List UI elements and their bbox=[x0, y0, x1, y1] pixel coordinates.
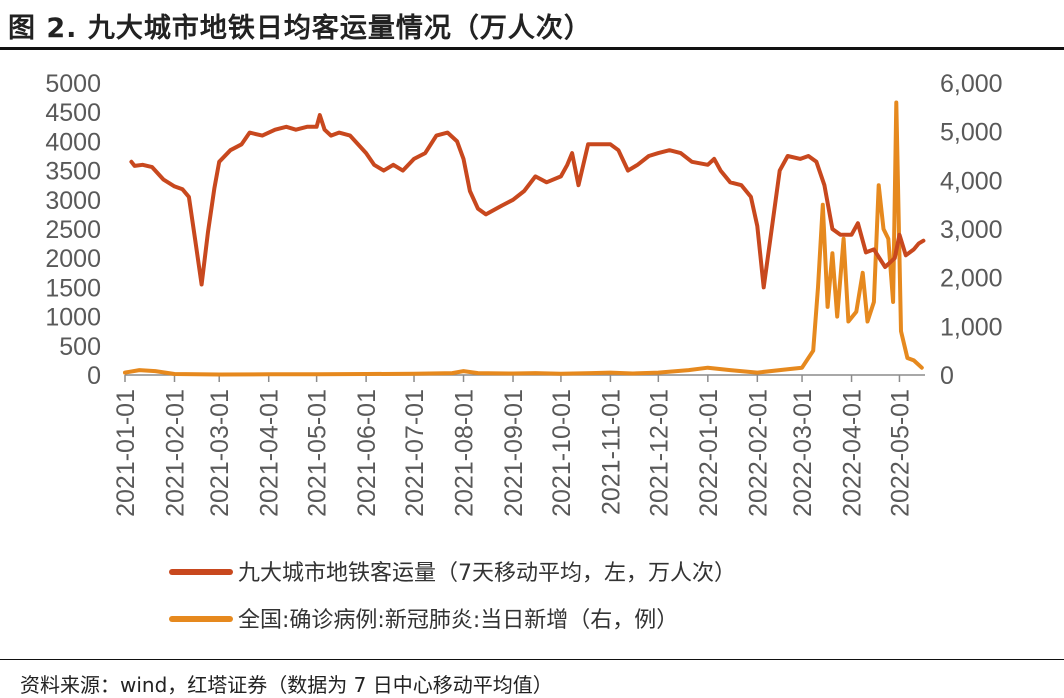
chart-legend: 九大城市地铁客运量（7天移动平均，左，万人次） 全国:确诊病例:新冠肺炎:当日新增… bbox=[169, 561, 736, 633]
y-right-tick-label: 0 bbox=[940, 362, 954, 390]
x-tick-label: 2021-09-01 bbox=[500, 389, 528, 517]
x-tick-label: 2022-02-01 bbox=[744, 389, 772, 517]
chart: 2021-01-01 2021-02-01 2021-03-01 2021-04-01… bbox=[45, 70, 1002, 633]
y-left-tick-label: 3000 bbox=[45, 187, 101, 215]
y-left-tick-label: 0 bbox=[87, 362, 101, 390]
y-left-tick-label: 4500 bbox=[45, 99, 101, 127]
y-right-tick-label: 1,000 bbox=[940, 313, 1003, 341]
x-tick-label: 2021-06-01 bbox=[353, 389, 381, 517]
x-tick-label: 2022-01-01 bbox=[695, 389, 723, 517]
y-left-tick-label: 4000 bbox=[45, 128, 101, 156]
source-note: 资料来源：wind，红塔证券（数据为 7 日中心移动平均值） bbox=[20, 673, 553, 697]
x-tick-label: 2022-03-01 bbox=[789, 389, 817, 517]
y-right-tick-label: 2,000 bbox=[940, 265, 1003, 293]
y-right-tick-label: 4,000 bbox=[940, 167, 1003, 195]
x-tick-label: 2021-03-01 bbox=[206, 389, 234, 517]
y-left-tick-label: 5000 bbox=[45, 70, 101, 98]
y-right-tick-label: 6,000 bbox=[940, 70, 1003, 98]
legend-label-metro: 九大城市地铁客运量（7天移动平均，左，万人次） bbox=[238, 561, 736, 586]
x-tick-label: 2022-04-01 bbox=[839, 389, 867, 517]
page-title: 图 2. 九大城市地铁日均客运量情况（万人次） bbox=[8, 13, 592, 44]
y-right-tick-label: 3,000 bbox=[940, 216, 1003, 244]
legend-label-covid: 全国:确诊病例:新冠肺炎:当日新增（右，例） bbox=[238, 608, 678, 633]
y-left-tick-label: 2000 bbox=[45, 245, 101, 273]
footer-rule bbox=[0, 659, 1064, 660]
y-left-tick-label: 3500 bbox=[45, 158, 101, 186]
chart-ticks: 2021-01-01 2021-02-01 2021-03-01 2021-04-01… bbox=[45, 70, 1002, 517]
x-tick-label: 2021-10-01 bbox=[548, 389, 576, 517]
x-tick-label: 2021-01-01 bbox=[112, 389, 140, 517]
y-left-tick-label: 1500 bbox=[45, 274, 101, 302]
x-tick-label: 2021-04-01 bbox=[256, 389, 284, 517]
series-line-metro-ridership bbox=[129, 113, 926, 290]
title-rule bbox=[0, 47, 1064, 50]
x-tick-label: 2021-08-01 bbox=[451, 389, 479, 517]
x-tick-label: 2021-11-01 bbox=[597, 389, 625, 515]
x-tick-label: 2021-07-01 bbox=[401, 389, 429, 517]
x-tick-label: 2021-05-01 bbox=[304, 389, 332, 517]
x-tick-label: 2022-05-01 bbox=[886, 389, 914, 517]
y-left-tick-label: 500 bbox=[59, 333, 101, 361]
x-tick-label: 2021-02-01 bbox=[162, 389, 190, 517]
y-left-tick-label: 2500 bbox=[45, 216, 101, 244]
chart-lines bbox=[123, 100, 926, 377]
series-line-covid-cases bbox=[123, 100, 924, 377]
y-left-tick-label: 1000 bbox=[45, 304, 101, 332]
y-right-tick-label: 5,000 bbox=[940, 119, 1003, 147]
x-tick-label: 2021-12-01 bbox=[645, 389, 673, 517]
